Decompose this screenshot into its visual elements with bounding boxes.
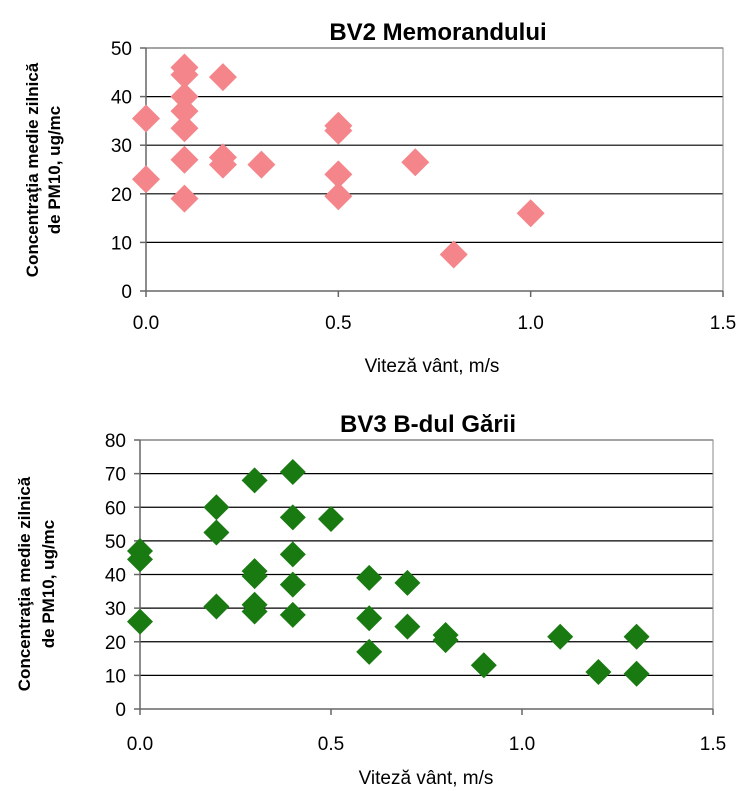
data-point	[170, 184, 199, 213]
x-tick-labels: 0.0 0.5 1.0 1.5	[133, 313, 736, 334]
x-tick-label: 0.5	[325, 313, 351, 334]
y-tick-label: 0	[121, 282, 132, 303]
data-point	[324, 116, 353, 145]
x-tick-label: 0.5	[318, 734, 344, 755]
chart-title: BV2 Memorandului	[329, 19, 546, 46]
data-point	[208, 63, 237, 92]
data-point	[318, 506, 344, 533]
y-tick-label: 50	[111, 39, 132, 60]
y-tick-label: 50	[105, 532, 126, 553]
data-point	[170, 145, 199, 174]
y-tick-label: 30	[111, 136, 132, 157]
data-point	[394, 569, 421, 596]
data-point	[203, 519, 230, 546]
data-point	[279, 458, 306, 485]
y-tick-label: 60	[105, 498, 126, 519]
data-point	[170, 60, 199, 89]
y-tick-label: 0	[115, 700, 126, 721]
data-point	[170, 97, 199, 126]
data-point	[208, 150, 237, 179]
data-point	[356, 605, 383, 632]
data-point	[401, 148, 430, 177]
y-tick-label: 20	[111, 185, 132, 206]
y-tick-label: 70	[105, 465, 126, 486]
y-axis-label-line1: Concentraţia medie zilnică	[15, 476, 34, 691]
data-point	[127, 546, 153, 573]
chart-title: BV3 B-dul Gării	[340, 411, 516, 438]
data-point	[324, 160, 353, 189]
data-point	[203, 593, 230, 620]
data-point	[241, 563, 268, 590]
y-tick-label: 80	[105, 431, 126, 452]
x-tick-label: 0.0	[133, 313, 159, 334]
x-tick-label: 1.5	[700, 734, 726, 755]
data-point	[247, 150, 276, 179]
y-tick-label: 20	[105, 633, 126, 654]
data-point	[356, 564, 383, 591]
data-point	[203, 494, 230, 521]
data-point	[623, 660, 650, 687]
y-tick-label: 40	[111, 88, 132, 109]
data-point	[279, 504, 306, 531]
y-tick-labels: 0 10 20 30 40 50 60 70 80	[105, 431, 126, 721]
x-axis-label: Viteză vânt, m/s	[359, 768, 494, 789]
x-tick-labels: 0.0 0.5 1.0 1.5	[127, 734, 726, 755]
y-tick-label: 40	[105, 566, 126, 587]
y-axis-label-line2: de PM10, ug/mc	[45, 106, 64, 234]
data-point	[585, 659, 612, 686]
data-points	[132, 53, 545, 269]
data-point	[470, 652, 497, 679]
chart-bv2: BV2 Memorandului 0 10 20 30 40 50 0.0 0.5 1.0 1.…	[23, 19, 736, 377]
data-point	[356, 638, 383, 665]
plot-area-border	[145, 47, 724, 292]
x-tick-label: 1.0	[517, 313, 543, 334]
y-axis-label-line1: Concentraţia medie zilnică	[23, 62, 42, 277]
data-point	[127, 608, 153, 635]
data-point	[241, 467, 268, 494]
y-axis-label-line2: de PM10, ug/mc	[39, 520, 58, 648]
data-point	[324, 182, 353, 211]
data-point	[170, 82, 199, 111]
data-point	[623, 623, 650, 650]
y-tick-labels: 0 10 20 30 40 50	[111, 39, 132, 303]
x-tick-label: 0.0	[127, 734, 153, 755]
data-point	[132, 104, 160, 133]
data-point	[170, 114, 199, 143]
x-axis-label: Viteză vânt, m/s	[365, 356, 500, 377]
x-tick-label: 1.5	[710, 313, 736, 334]
data-point	[241, 598, 268, 625]
data-points	[127, 458, 650, 687]
x-tick-label: 1.0	[509, 734, 535, 755]
data-point	[432, 627, 459, 654]
data-point	[279, 541, 306, 568]
data-point	[547, 623, 574, 650]
data-point	[516, 199, 545, 228]
y-tick-label: 10	[105, 666, 126, 687]
data-point	[394, 613, 421, 640]
data-point	[279, 571, 306, 598]
data-point	[279, 601, 306, 628]
chart-bv3: BV3 B-dul Gării 0 10 20 30 40 50 60 70 80 0.0 0.5…	[15, 411, 726, 789]
data-point	[132, 165, 160, 194]
axes	[134, 439, 714, 715]
y-tick-label: 30	[105, 599, 126, 620]
data-point	[439, 240, 468, 269]
y-tick-label: 10	[111, 233, 132, 254]
